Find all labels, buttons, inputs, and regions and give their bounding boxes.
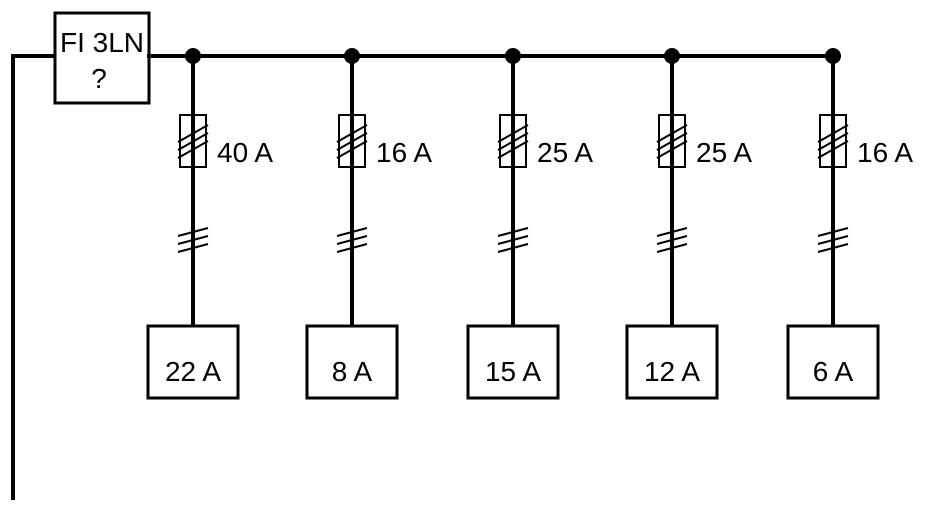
cable-tick-mark xyxy=(177,243,209,253)
phase-tick-mark xyxy=(497,140,529,159)
phase-tick-mark xyxy=(177,132,209,151)
cable-tick-mark xyxy=(336,227,368,237)
branches: 40 A 22 A 16 A 8 A 25 A 15 A 25 A 12 A 16 A 6 A xyxy=(146,48,913,400)
load-current: 6 A xyxy=(813,356,854,387)
phase-tick-mark xyxy=(656,124,688,143)
feed-line xyxy=(11,54,57,500)
phase-tick-mark xyxy=(336,140,368,159)
phase-tick-mark xyxy=(817,132,849,151)
phase-tick-mark xyxy=(817,140,849,159)
cable-tick-mark xyxy=(817,235,849,245)
cable-tick-mark xyxy=(817,243,849,253)
load-box xyxy=(786,324,880,400)
cable-tick-mark xyxy=(817,227,849,237)
load-current: 22 A xyxy=(165,356,221,387)
phase-tick-mark xyxy=(177,140,209,159)
load-box xyxy=(466,324,560,400)
load-box xyxy=(625,324,719,400)
phase-tick-mark xyxy=(336,124,368,143)
cable-tick-mark xyxy=(336,235,368,245)
cable-tick-mark xyxy=(177,235,209,245)
cable-tick-mark xyxy=(177,227,209,237)
load-box xyxy=(146,324,240,400)
phase-tick-mark xyxy=(177,124,209,143)
fuse-rating: 40 A xyxy=(217,137,273,168)
cable-tick-mark xyxy=(656,227,688,237)
rcd-label: FI 3LN xyxy=(60,27,144,58)
fuse-rating: 16 A xyxy=(857,137,913,168)
cable-tick-mark xyxy=(497,235,529,245)
cable-tick-mark xyxy=(656,243,688,253)
fuse-rating: 25 A xyxy=(537,137,593,168)
phase-tick-mark xyxy=(336,132,368,151)
cable-tick-mark xyxy=(336,243,368,253)
phase-tick-mark xyxy=(656,132,688,151)
load-current: 8 A xyxy=(332,356,373,387)
rcd-box xyxy=(53,11,151,105)
phase-tick-mark xyxy=(656,140,688,159)
load-box xyxy=(305,324,399,400)
fuse-rating: 25 A xyxy=(696,137,752,168)
cable-tick-mark xyxy=(656,235,688,245)
load-current: 15 A xyxy=(485,356,541,387)
cable-tick-mark xyxy=(497,243,529,253)
phase-tick-mark xyxy=(497,124,529,143)
cable-tick-mark xyxy=(497,227,529,237)
fuse-rating: 16 A xyxy=(376,137,432,168)
phase-tick-mark xyxy=(817,124,849,143)
phase-tick-mark xyxy=(497,132,529,151)
rcd-unknown-mark: ? xyxy=(91,63,107,94)
load-current: 12 A xyxy=(644,356,700,387)
